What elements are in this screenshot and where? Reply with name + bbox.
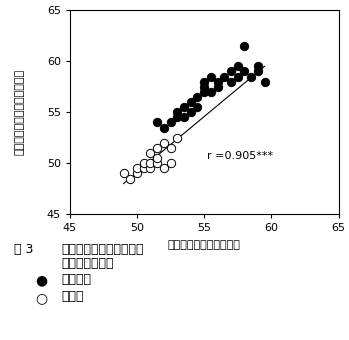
Point xyxy=(161,125,167,130)
Point xyxy=(127,176,133,181)
Point xyxy=(228,79,234,84)
Point xyxy=(174,109,180,115)
Text: うるち性: うるち性 xyxy=(61,273,91,286)
Point xyxy=(174,135,180,140)
Point xyxy=(262,79,267,84)
Point xyxy=(201,79,207,84)
Point xyxy=(235,64,240,69)
Text: 図 3: 図 3 xyxy=(14,243,34,256)
Text: r =0.905***: r =0.905*** xyxy=(207,151,273,161)
Point xyxy=(235,74,240,79)
Point xyxy=(134,171,140,176)
Point xyxy=(242,43,247,49)
Point xyxy=(168,145,173,151)
Point xyxy=(134,166,140,171)
Point xyxy=(148,160,153,166)
Point xyxy=(154,160,160,166)
Point xyxy=(208,74,214,79)
Point xyxy=(242,69,247,74)
Point xyxy=(141,166,147,171)
Point xyxy=(222,74,227,79)
Point xyxy=(168,160,173,166)
Text: ○: ○ xyxy=(35,291,47,305)
Point xyxy=(208,89,214,95)
Point xyxy=(195,104,200,110)
Point xyxy=(248,74,254,79)
Point xyxy=(195,94,200,100)
Point xyxy=(228,69,234,74)
Point xyxy=(154,155,160,161)
Point xyxy=(215,84,221,89)
Point xyxy=(161,166,167,171)
Point xyxy=(181,104,187,110)
Point xyxy=(154,145,160,151)
Point xyxy=(201,84,207,89)
Point xyxy=(255,69,261,74)
Point xyxy=(161,140,167,146)
Point xyxy=(215,79,221,84)
Text: もち性: もち性 xyxy=(61,290,83,303)
Point xyxy=(154,120,160,125)
Point xyxy=(168,120,173,125)
Point xyxy=(141,160,147,166)
Point xyxy=(148,166,153,171)
Text: 従来法による加熱後白度: 従来法による加熱後白度 xyxy=(168,240,240,250)
Text: 熱後白度の関係: 熱後白度の関係 xyxy=(61,257,113,270)
Point xyxy=(121,171,126,176)
Text: ●: ● xyxy=(35,274,47,288)
Text: 少量検定法による加熱後白度: 少量検定法による加熱後白度 xyxy=(14,69,24,155)
Point xyxy=(255,64,261,69)
Point xyxy=(181,115,187,120)
Point xyxy=(148,150,153,156)
Point xyxy=(201,89,207,95)
Point xyxy=(188,99,193,105)
Text: 少量検定法と従来法の加: 少量検定法と従来法の加 xyxy=(61,243,143,256)
Point xyxy=(174,115,180,120)
Point xyxy=(188,109,193,115)
